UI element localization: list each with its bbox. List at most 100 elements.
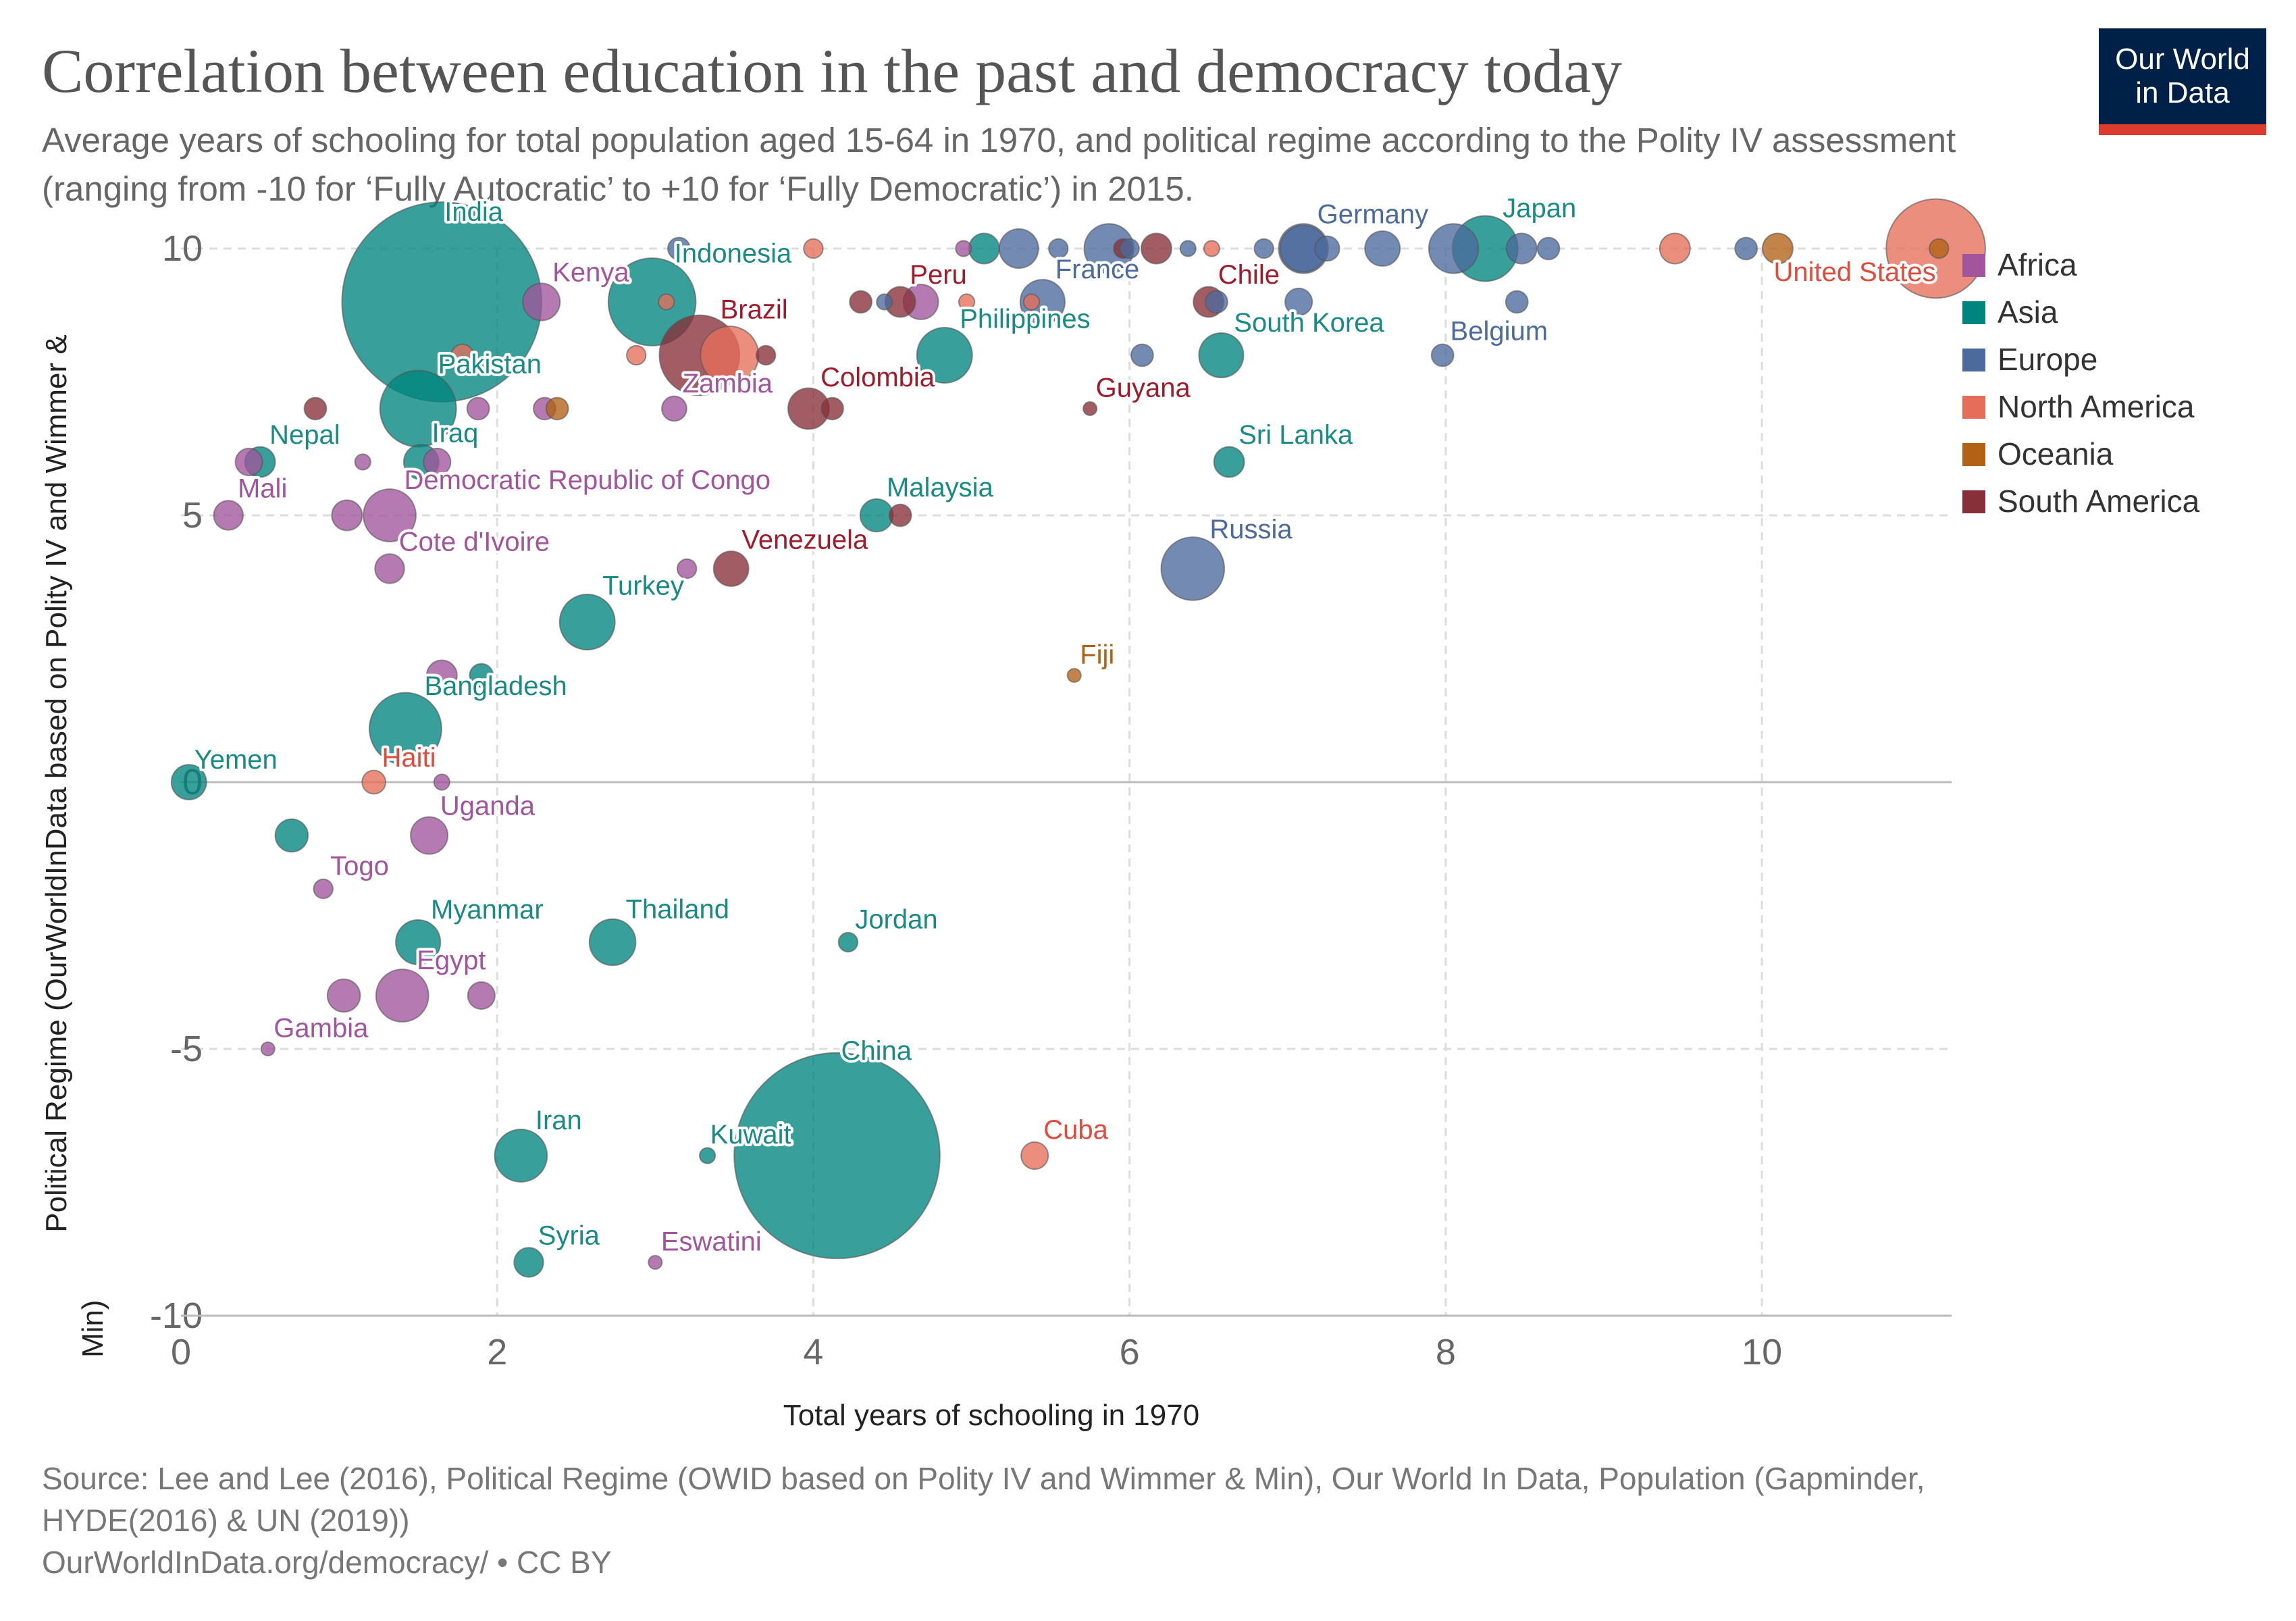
point-philippines <box>916 327 973 384</box>
point-turkey <box>558 594 616 650</box>
data-point <box>425 659 458 692</box>
data-point <box>958 293 976 311</box>
label-bangladesh: Bangladesh <box>424 671 567 701</box>
label-jordan: Jordan <box>855 904 937 934</box>
data-point <box>354 453 371 471</box>
source-line-3[interactable]: OurWorldInData.org/democracy/ • CC BY <box>42 1545 612 1580</box>
point-haiti <box>361 769 387 795</box>
data-points <box>170 198 1986 1278</box>
label-egypt: Egypt <box>417 946 486 975</box>
point-labels: India China United States Indonesia Brazil Pa… <box>192 191 1939 1260</box>
label-pakistan: Pakistan <box>438 350 542 380</box>
legend-swatch <box>1962 443 1985 466</box>
x-axis-label: Total years of schooling in 1970 <box>783 1399 1199 1432</box>
label-russia: Russia <box>1209 515 1293 544</box>
point-kuwait <box>698 1147 716 1164</box>
chart-title: Correlation between education in the pas… <box>42 36 1623 105</box>
legend-swatch <box>1962 490 1985 513</box>
point-fiji <box>1066 667 1082 684</box>
label-eswatini: Eswatini <box>661 1227 762 1256</box>
data-point <box>545 396 569 421</box>
legend: Africa Asia Europe North America Oceania Sout… <box>1962 247 2200 519</box>
label-china: China <box>841 1036 912 1066</box>
data-point <box>1119 238 1140 259</box>
label-united-states: United States <box>1773 257 1935 287</box>
label-belgium: Belgium <box>1451 317 1548 346</box>
label-germany: Germany <box>1317 199 1429 229</box>
point-iran <box>494 1129 548 1183</box>
data-point <box>1284 287 1313 317</box>
data-point <box>433 773 450 791</box>
label-zambia: Zambia <box>683 369 773 398</box>
label-malaysia: Malaysia <box>887 473 994 503</box>
point-mali <box>213 500 244 531</box>
data-point <box>658 293 675 311</box>
axes: -10-505100246810 <box>150 228 1952 1372</box>
label-cuba: Cuba <box>1043 1115 1108 1145</box>
data-point <box>234 447 263 477</box>
data-point <box>876 293 893 311</box>
data-point <box>1048 238 1069 259</box>
x-tick-label: 8 <box>1436 1332 1456 1372</box>
label-myanmar: Myanmar <box>431 895 544 925</box>
point-venezuela <box>712 550 750 587</box>
data-point <box>450 343 475 367</box>
point-belgium <box>1430 343 1455 367</box>
point-yemen <box>170 764 207 800</box>
label-togo: Togo <box>330 851 389 881</box>
label-colombia: Colombia <box>820 363 935 392</box>
point-jordan <box>837 931 859 953</box>
source-note: Source: Lee and Lee (2016), Political Re… <box>42 1458 2149 1583</box>
point-kenya <box>522 282 561 321</box>
data-point <box>1505 290 1529 314</box>
data-point <box>1022 293 1041 311</box>
label-south-korea: South Korea <box>1234 308 1384 338</box>
label-gambia: Gambia <box>273 1013 369 1043</box>
legend-swatch <box>1962 301 1985 324</box>
x-tick-label: 6 <box>1120 1332 1140 1372</box>
data-point <box>1203 240 1220 257</box>
owid-logo[interactable]: Our World in Data <box>2099 28 2266 135</box>
data-point <box>955 240 972 257</box>
point-france <box>1019 278 1066 326</box>
data-point <box>998 228 1039 269</box>
data-point <box>1762 232 1794 265</box>
point-china <box>733 1052 941 1260</box>
label-nepal: Nepal <box>269 420 340 450</box>
data-point <box>755 344 777 366</box>
label-sri-lanka: Sri Lanka <box>1238 420 1353 450</box>
data-point <box>466 396 490 421</box>
point-guyana <box>1082 401 1098 417</box>
point-cote-d-ivoire <box>374 553 405 584</box>
data-point <box>968 232 1000 265</box>
point-eswatini <box>648 1254 663 1270</box>
x-tick-label: 10 <box>1742 1332 1782 1372</box>
data-point <box>676 558 698 580</box>
data-point <box>1313 235 1340 262</box>
point-syria <box>513 1247 544 1278</box>
data-point <box>1505 232 1538 265</box>
label-turkey: Turkey <box>602 571 684 600</box>
label-cote-d-ivoire: Cote d'Ivoire <box>399 528 550 557</box>
data-point <box>667 236 691 261</box>
data-point <box>820 396 844 421</box>
legend-label: Africa <box>1998 247 2077 282</box>
label-chile: Chile <box>1218 260 1280 290</box>
y-axis-label: Political Regime (OurWorldInData based o… <box>40 334 73 1232</box>
data-point <box>469 663 494 688</box>
data-point <box>467 981 496 1010</box>
point-myanmar <box>395 919 442 966</box>
point-cuba <box>1020 1141 1049 1170</box>
legend-label: Oceania <box>1998 436 2114 471</box>
legend-label: Asia <box>1998 294 2058 330</box>
source-line-1: Source: Lee and Lee (2016), Political Re… <box>42 1461 1925 1496</box>
data-point <box>1364 230 1401 267</box>
point-south-korea <box>1198 332 1245 379</box>
data-point <box>1140 232 1172 265</box>
legend-label: Europe <box>1998 342 2097 377</box>
y-tick-label: -5 <box>170 1029 203 1069</box>
label-kuwait: Kuwait <box>710 1120 791 1150</box>
point-togo <box>313 878 334 900</box>
data-point <box>1659 232 1691 265</box>
